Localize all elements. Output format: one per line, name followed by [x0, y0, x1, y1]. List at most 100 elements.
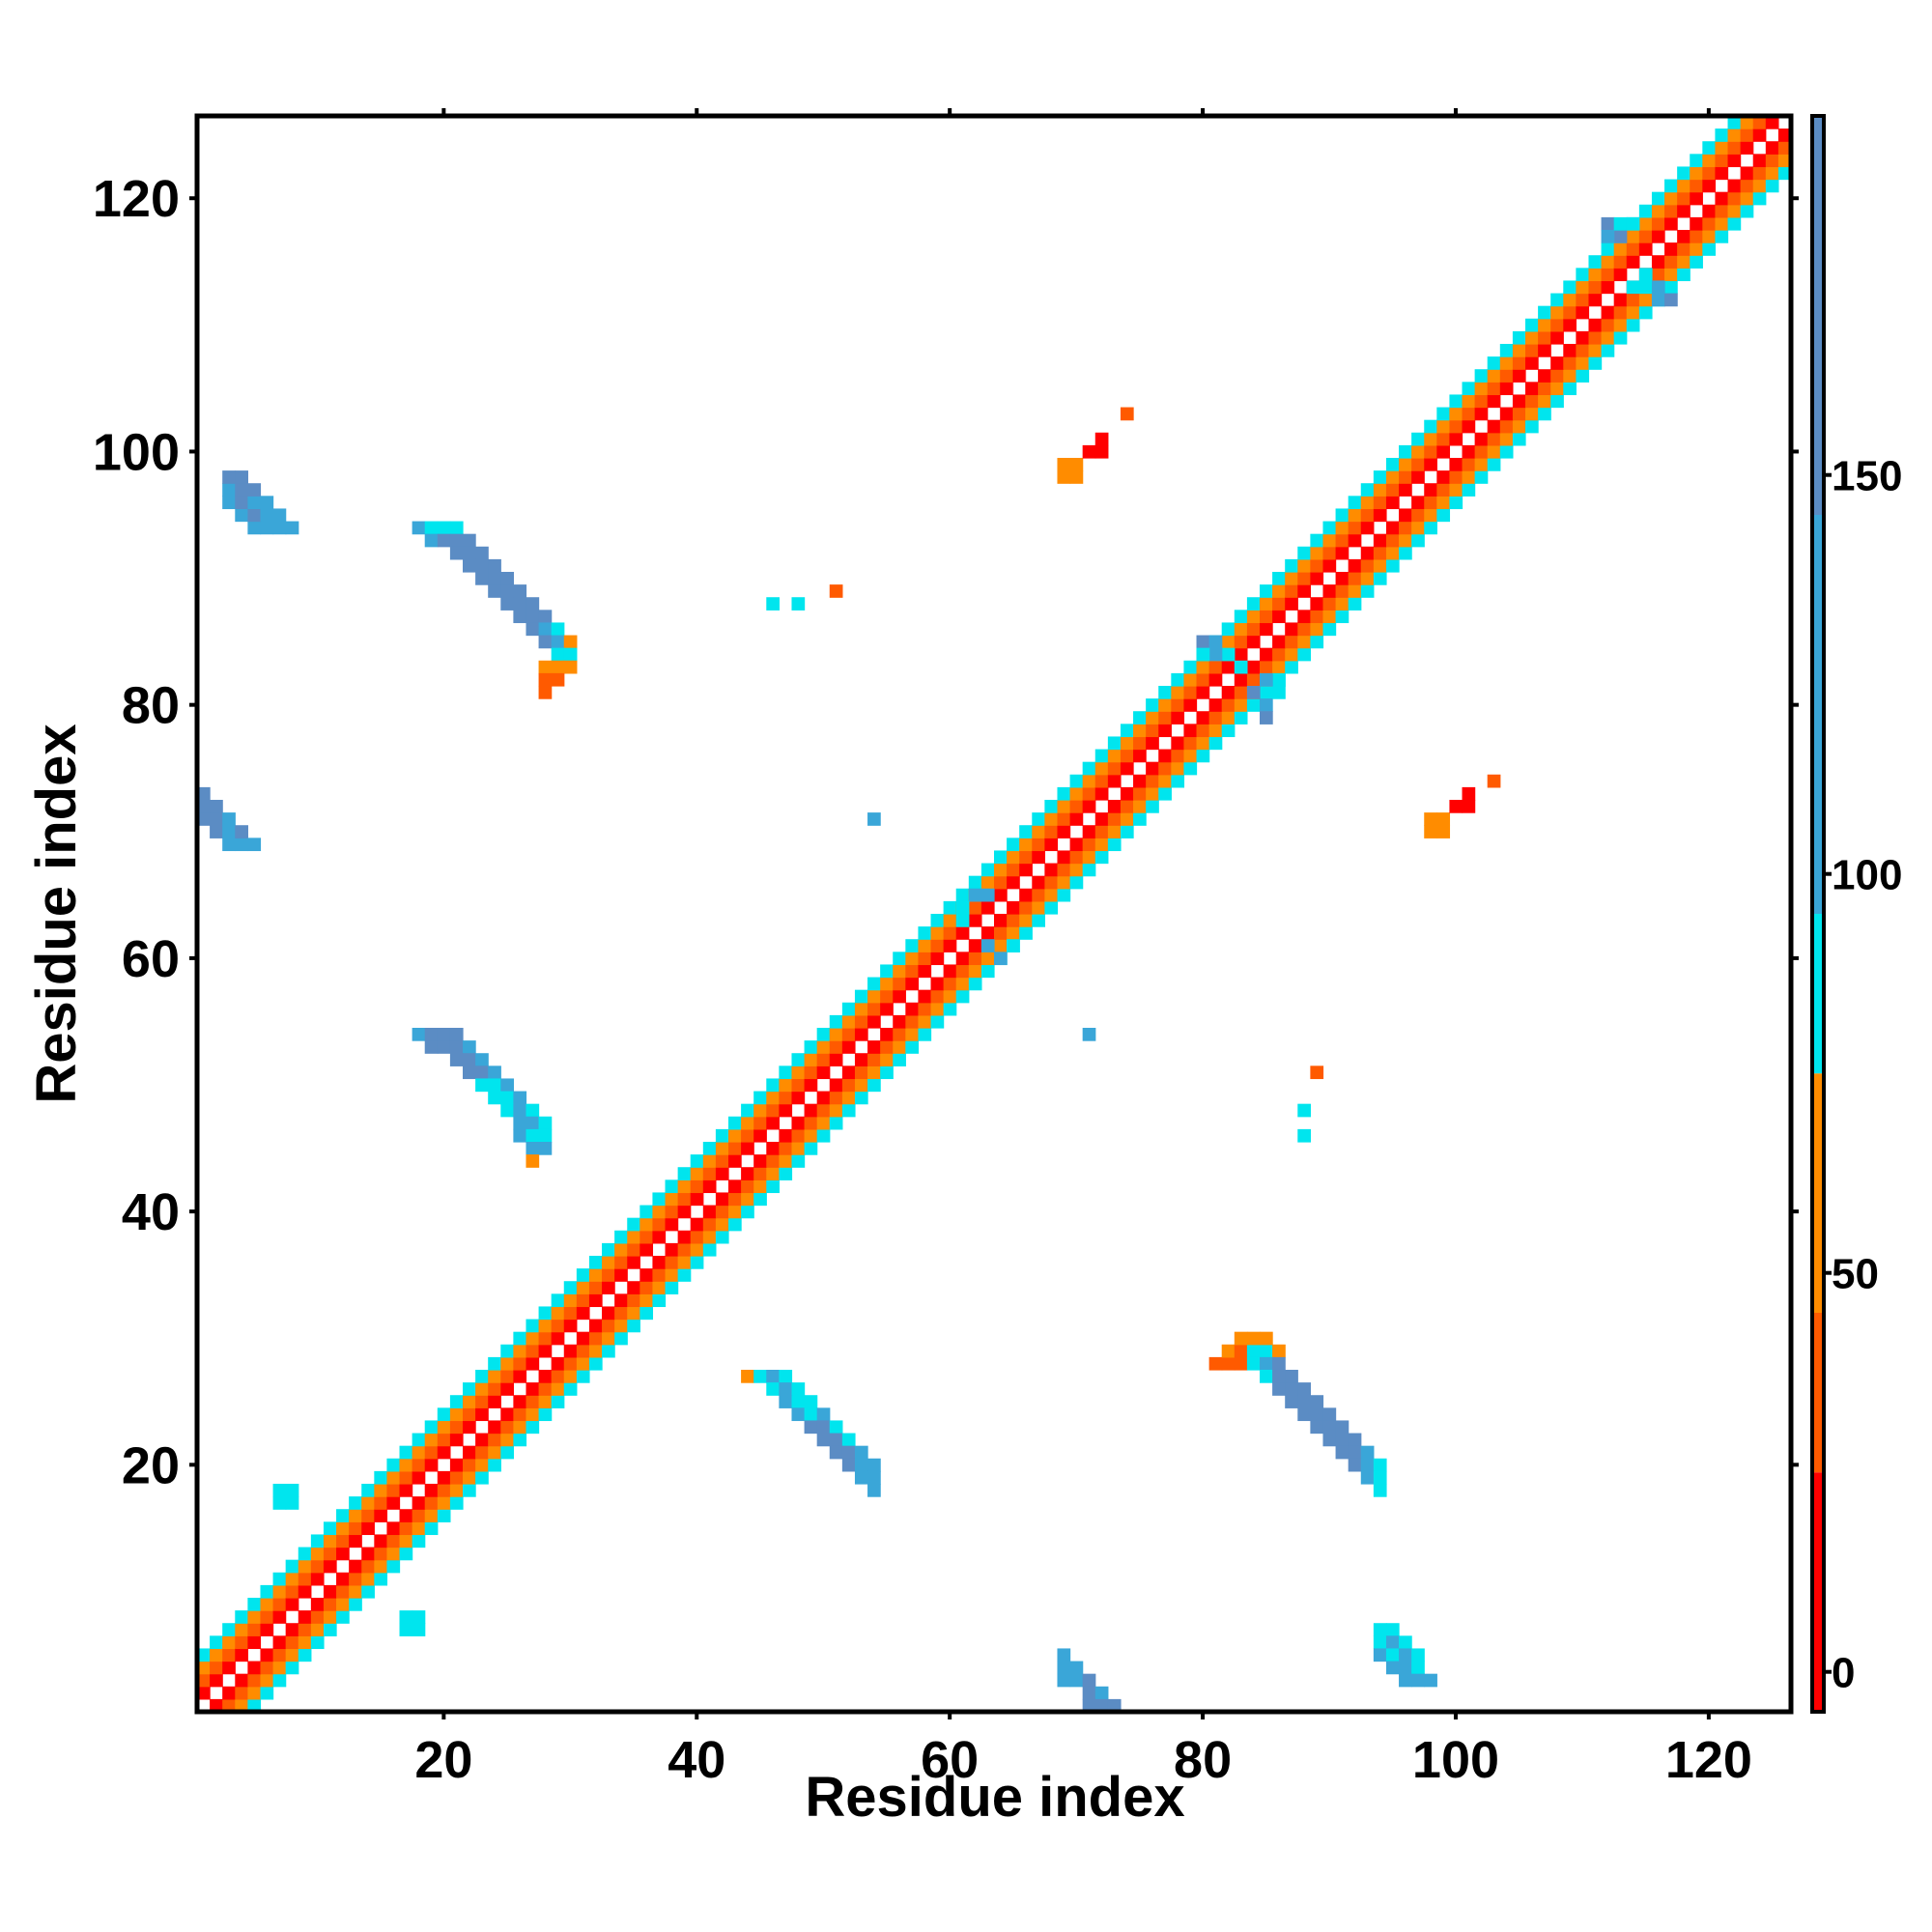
contact-cell [260, 1623, 274, 1636]
contact-cell [1411, 1648, 1425, 1662]
contact-cell [197, 1648, 211, 1662]
contact-cell [1221, 724, 1236, 738]
contact-cell [1310, 533, 1324, 548]
contact-cell [715, 1217, 729, 1232]
contact-cell [854, 1028, 868, 1041]
contact-cell [1715, 204, 1729, 218]
contact-cell [1449, 458, 1463, 471]
contact-cell [399, 1509, 413, 1522]
contact-cell [652, 1205, 667, 1219]
contact-cell [766, 1103, 780, 1118]
contact-cell [1385, 1623, 1400, 1636]
contact-cell [1069, 812, 1084, 826]
contact-cell [488, 572, 501, 585]
contact-cell [463, 1053, 476, 1066]
contact-cell [336, 1521, 350, 1536]
contact-cell [766, 1116, 780, 1130]
contact-cell [551, 1356, 565, 1371]
contact-cell [1601, 318, 1615, 332]
contact-cell [1702, 141, 1717, 155]
contact-cell [247, 1610, 262, 1624]
contact-cell [829, 1433, 843, 1447]
contact-cell [1449, 394, 1463, 409]
contact-cell [1120, 761, 1134, 776]
contact-cell [1424, 444, 1437, 459]
contact-cell [488, 1395, 501, 1408]
contact-cell [374, 1496, 388, 1510]
contact-cell [968, 900, 982, 915]
contact-cell [955, 964, 970, 979]
contact-cell [1538, 382, 1551, 396]
contact-cell [1525, 382, 1539, 396]
contact-cell [526, 1420, 540, 1435]
contact-cell [323, 1610, 337, 1624]
contact-cell [247, 521, 262, 535]
contact-cell [791, 1053, 806, 1066]
contact-cell [715, 1230, 729, 1244]
contact-cell [1221, 647, 1236, 662]
contact-cell [1272, 597, 1286, 611]
contact-cell [463, 1407, 476, 1422]
contact-cell [563, 1319, 578, 1333]
contact-cell [386, 1496, 401, 1510]
contact-cell [1044, 825, 1059, 838]
contact-cell [551, 672, 565, 687]
contact-cell [1044, 888, 1059, 902]
contact-cell [513, 1433, 527, 1447]
contact-cell [1487, 419, 1501, 434]
contact-cell [639, 1230, 654, 1244]
contact-cell [1082, 800, 1096, 813]
contact-cell [1715, 154, 1729, 168]
contact-cell [1234, 647, 1248, 662]
contact-cell [880, 964, 894, 979]
contact-cell [412, 1433, 426, 1447]
y-axis-ticks: 20 40 60 80 100 120 [93, 170, 1799, 1494]
contact-cell [1512, 432, 1526, 446]
contact-cell [1044, 900, 1059, 915]
contact-cell [1424, 432, 1437, 446]
contact-cell [1297, 558, 1311, 573]
contact-cell [449, 1470, 464, 1485]
contact-cell [437, 1433, 451, 1447]
contact-cell [1651, 280, 1665, 295]
contact-cell [1246, 698, 1261, 712]
contact-cell [1019, 926, 1033, 940]
contact-cell [1246, 686, 1261, 699]
contact-cell [463, 1445, 476, 1460]
contact-cell [665, 1281, 679, 1294]
contact-cell [1057, 863, 1071, 877]
contact-cell [1120, 812, 1134, 826]
contact-cell [867, 1053, 881, 1066]
contact-cell [1499, 369, 1514, 383]
contact-cell [1638, 216, 1653, 231]
contact-cell [1411, 1673, 1425, 1688]
contact-cell [1588, 356, 1603, 370]
contact-cell [1120, 786, 1134, 801]
contact-cell [1512, 419, 1526, 434]
contact-cell [1272, 1344, 1286, 1358]
contact-cell [955, 989, 970, 1004]
contact-cell [563, 1344, 578, 1358]
contact-cell [1158, 761, 1172, 776]
contact-cell [1651, 216, 1665, 231]
contact-cell [1550, 356, 1564, 370]
contact-cell [1436, 496, 1451, 510]
contact-cell [677, 1192, 692, 1207]
contact-cell [1373, 508, 1387, 523]
contact-cell [563, 1356, 578, 1371]
contact-cell [766, 1142, 780, 1155]
contact-cell [1208, 647, 1223, 662]
contact-cell [526, 1382, 540, 1396]
contact-cell [1626, 318, 1640, 332]
contact-cell [1285, 660, 1298, 674]
contact-cell [1246, 597, 1261, 611]
contact-cell [1158, 749, 1172, 763]
contact-cell [1032, 875, 1045, 890]
contact-cell [285, 1648, 299, 1662]
contact-cell [1715, 128, 1729, 142]
contact-cell [588, 1331, 603, 1346]
x-tick-label: 40 [668, 1731, 725, 1789]
contact-cell [449, 1484, 464, 1497]
contact-cell [1082, 774, 1096, 788]
contact-cell [1601, 255, 1615, 269]
